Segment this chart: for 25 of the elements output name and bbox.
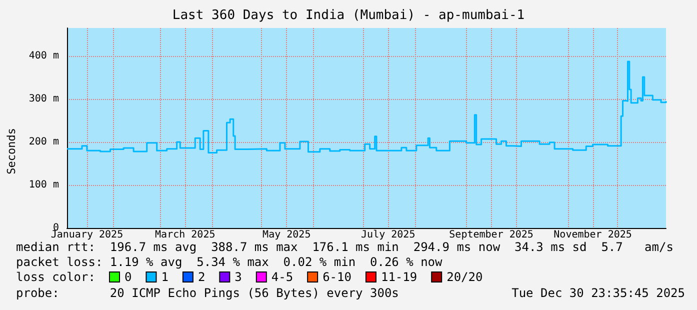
legend-label: 11-19 xyxy=(380,270,418,284)
legend-label: 4-5 xyxy=(271,270,294,284)
legend-label: 2 xyxy=(198,270,206,284)
text: median rtt: 196.7 ms avg 388.7 ms max 176.1 ms min 294.9 ms now 34.3 ms sd 5.7 am/s xyxy=(16,240,674,254)
x-tick-label: September 2025 xyxy=(449,230,534,240)
x-tick-label: January 2025 xyxy=(50,230,124,240)
y-axis-title: Seconds xyxy=(5,128,18,174)
x-tick-label: May 2025 xyxy=(262,230,311,240)
legend-title: loss color: xyxy=(16,270,96,284)
legend-label: 3 xyxy=(234,270,242,284)
y-tick-label: 200 m xyxy=(28,136,59,148)
x-tick-label: March 2025 xyxy=(155,230,216,240)
legend-label: 6-10 xyxy=(322,270,352,284)
legend-label: 1 xyxy=(161,270,168,284)
legend-label: 20/20 xyxy=(446,270,483,284)
legend-label: 0 xyxy=(124,270,132,284)
chart-title: Last 360 Days to India (Mumbai) - ap-mumbai-1 xyxy=(172,8,525,23)
y-tick-label: 400 m xyxy=(28,50,59,62)
x-tick-label: July 2025 xyxy=(361,230,416,240)
text: Tue Dec 30 23:35:45 2025 xyxy=(512,286,685,300)
x-tick-label: November 2025 xyxy=(554,230,632,240)
text: probe: 20 ICMP Echo Pings (56 Bytes) every 300s xyxy=(16,286,399,300)
y-tick-label: 100 m xyxy=(28,179,59,190)
text: packet loss: 1.19 % avg 5.34 % max 0.02 % min 0.26 % now xyxy=(16,255,444,269)
y-tick-label: 300 m xyxy=(28,93,59,104)
